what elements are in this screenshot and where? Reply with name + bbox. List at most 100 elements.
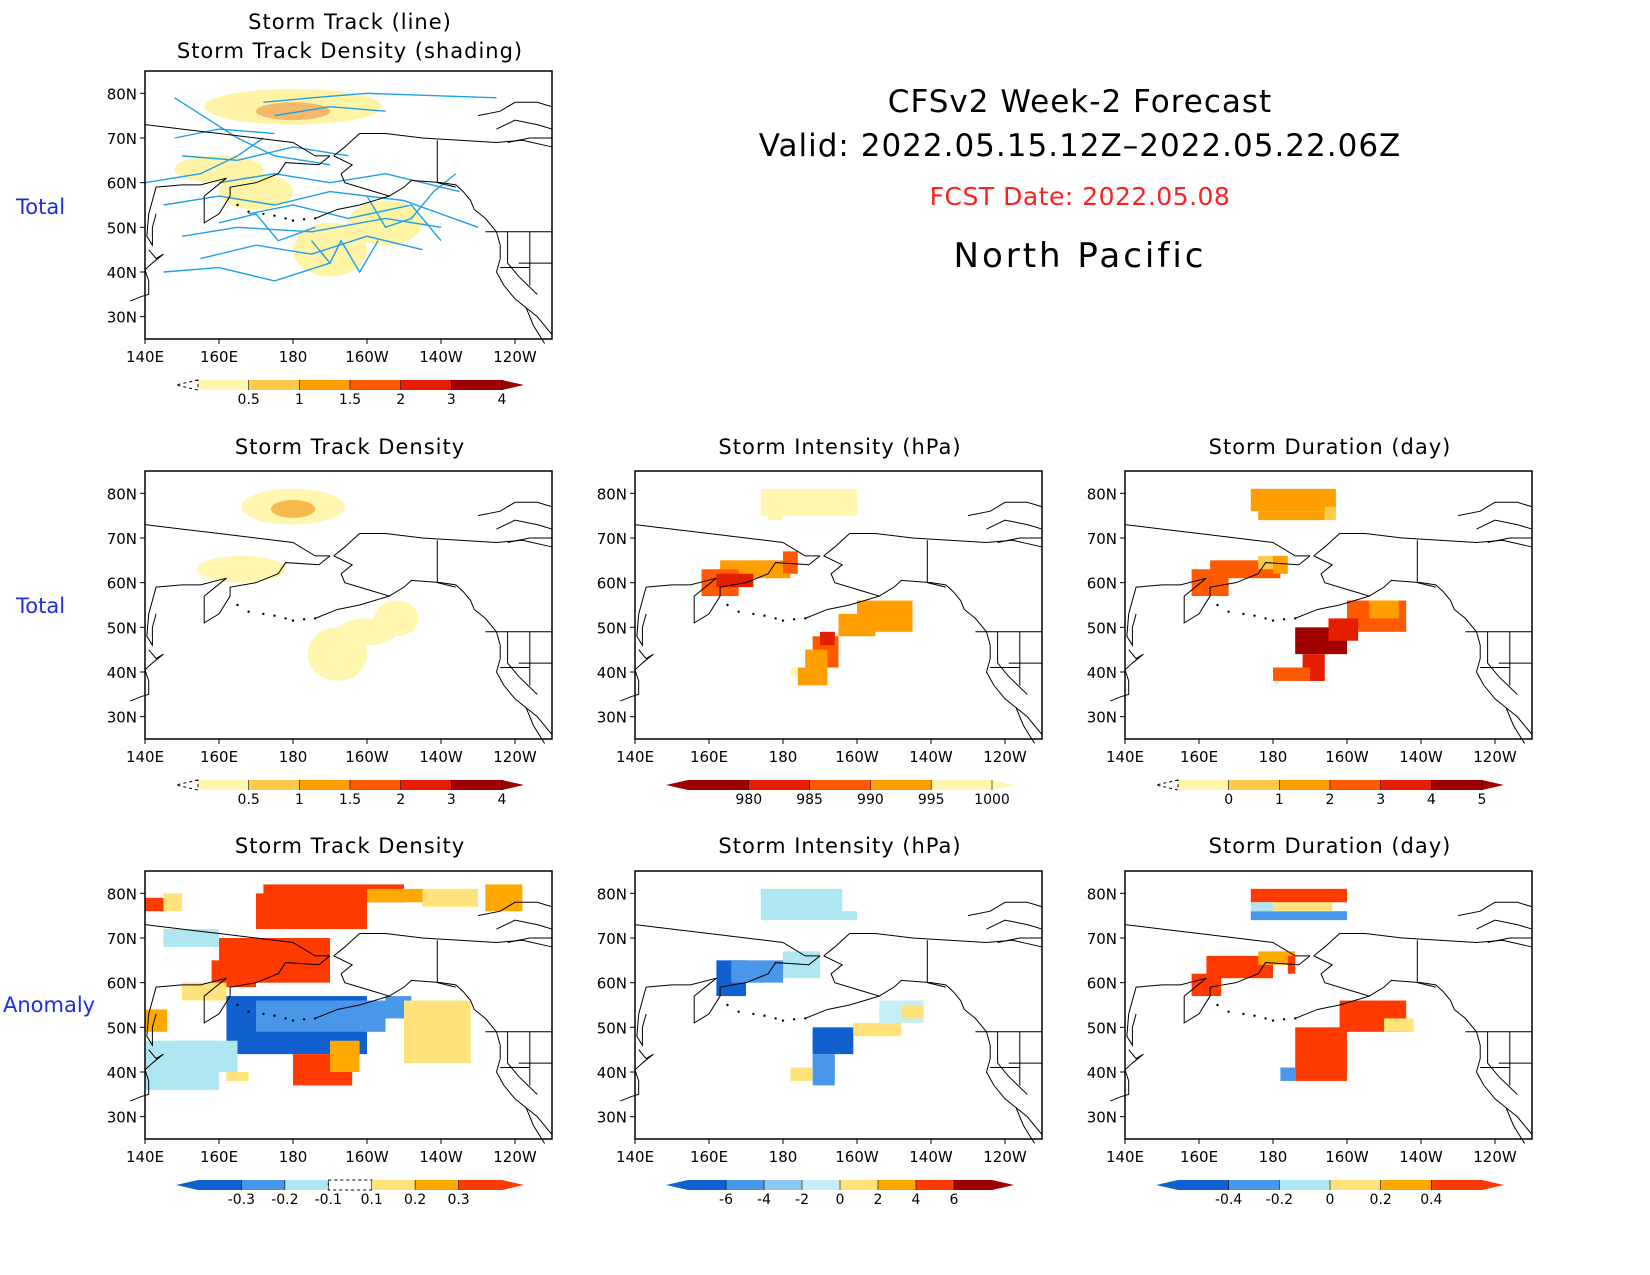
- island: [792, 618, 796, 621]
- island: [247, 610, 250, 613]
- colorbar-density-anomaly: -0.3 -0.2 -0.1 0.1 0.2 0.3: [176, 1179, 524, 1208]
- colorbar-left-arrow: [1156, 1180, 1178, 1190]
- colorbar-label: 3: [1376, 792, 1385, 808]
- colorbar-label: 0.2: [404, 1192, 426, 1208]
- lat-tick-label: 60N: [597, 975, 627, 993]
- island: [302, 618, 306, 621]
- island: [1227, 1010, 1230, 1013]
- colorbar-label: 0: [1224, 792, 1233, 808]
- coastline: [496, 919, 553, 930]
- colorbar-swatch: [1279, 1180, 1331, 1190]
- island: [1264, 617, 1267, 620]
- lat-tick-label: 70N: [597, 530, 627, 548]
- storm-track-line: [174, 97, 331, 166]
- coastline: [997, 1031, 1028, 1095]
- island: [792, 1018, 796, 1021]
- coastline: [1128, 955, 1311, 1024]
- colorbar-swatch: [840, 1180, 879, 1190]
- row-label-total-2: Total: [16, 594, 66, 618]
- shading-cell: [1369, 600, 1399, 619]
- island: [752, 1012, 755, 1016]
- colorbar-swatch: [916, 1180, 955, 1190]
- coastline: [388, 979, 553, 1135]
- lat-tick-label: 30N: [107, 1109, 137, 1127]
- colorbar-label: 1: [1275, 792, 1284, 808]
- colorbar-left-arrow: [176, 1180, 198, 1190]
- lon-tick-label: 140W: [909, 1148, 953, 1166]
- lat-tick-label: 70N: [1087, 530, 1117, 548]
- coastline: [437, 982, 456, 988]
- coastline: [1487, 537, 1532, 543]
- lon-tick-label: 160E: [200, 1148, 238, 1166]
- coastline: [1015, 1107, 1036, 1144]
- coastline: [507, 537, 552, 543]
- coastline: [1015, 707, 1036, 744]
- density-total-title: Storm Track Density: [234, 435, 466, 459]
- shading-cell: [1324, 506, 1336, 521]
- storm-track-line: [274, 106, 386, 117]
- colorbar-swatch: [1380, 780, 1432, 790]
- island: [781, 619, 785, 622]
- shading-cell: [820, 631, 835, 646]
- track-title-line1: Storm Track (line): [248, 10, 452, 34]
- lon-tick-label: 140E: [126, 1148, 164, 1166]
- coastline: [805, 955, 881, 1019]
- lon-tick-label: 160E: [1180, 748, 1218, 766]
- density-blob: [174, 155, 264, 183]
- lat-tick-label: 40N: [107, 264, 137, 282]
- colorbar-label: 0: [1326, 1192, 1335, 1208]
- colorbar-label: 0.5: [238, 392, 260, 408]
- coastline: [1487, 1031, 1518, 1095]
- density-blob: [293, 222, 367, 277]
- island: [314, 617, 317, 620]
- lat-tick-label: 40N: [597, 664, 627, 682]
- lat-tick-label: 60N: [1087, 575, 1117, 593]
- colorbar-right-arrow: [1482, 1180, 1504, 1190]
- density-blob: [270, 500, 316, 518]
- coastline: [388, 179, 553, 335]
- lat-tick-label: 80N: [107, 85, 137, 103]
- colorbar-swatch: [451, 380, 503, 390]
- lon-tick-label: 180: [279, 1148, 308, 1166]
- shading-cell: [422, 888, 478, 907]
- colorbar-right-arrow: [502, 380, 524, 390]
- coastline: [1476, 519, 1533, 530]
- coastline: [148, 155, 331, 224]
- colorbar-label: 2: [396, 792, 405, 808]
- shading-cell: [1258, 511, 1325, 521]
- colorbar-label: -0.1: [315, 1192, 342, 1208]
- density-blob: [348, 200, 423, 246]
- coastline: [388, 579, 553, 735]
- map-intensity-total: 80N 70N 60N 50N 40N 30N 140E 160E 180 160W 140W 120…: [597, 470, 1043, 766]
- coastline: [636, 1013, 647, 1047]
- lat-tick-label: 60N: [107, 975, 137, 993]
- colorbar-swatch: [1380, 1180, 1432, 1190]
- lat-tick-label: 60N: [107, 575, 137, 593]
- coastline: [496, 119, 553, 130]
- coastline: [507, 1031, 538, 1095]
- map-intensity-anomaly: 80N 70N 60N 50N 40N 30N 140E 160E 180 160W 140W 120…: [597, 870, 1043, 1166]
- lon-tick-label: 180: [279, 348, 308, 366]
- island: [1282, 1018, 1286, 1021]
- lon-tick-label: 120W: [493, 348, 537, 366]
- lat-tick-label: 70N: [1087, 930, 1117, 948]
- island: [774, 617, 777, 620]
- island: [1294, 1017, 1297, 1020]
- colorbar-label: 2: [396, 392, 405, 408]
- valid-period: Valid: 2022.05.15.12Z–2022.05.22.06Z: [758, 128, 1402, 164]
- density-blob: [256, 102, 330, 121]
- colorbar-left-arrow: [1155, 779, 1179, 791]
- map-storm-track: 80N 70N 60N 50N 40N 30N 140E 160E 180 160W 140W 120…: [107, 70, 553, 366]
- colorbar-label: -2: [795, 1192, 809, 1208]
- colorbar-label: -0.2: [271, 1192, 298, 1208]
- coastline: [496, 519, 553, 530]
- colorbar-left-arrow: [666, 780, 688, 790]
- shading-cell: [797, 667, 828, 686]
- island: [737, 610, 740, 613]
- island: [1242, 612, 1245, 616]
- island: [302, 1018, 306, 1021]
- lon-tick-label: 140E: [616, 1148, 654, 1166]
- storm-track-line: [163, 190, 479, 228]
- coastline: [634, 924, 820, 957]
- coastline: [437, 582, 456, 588]
